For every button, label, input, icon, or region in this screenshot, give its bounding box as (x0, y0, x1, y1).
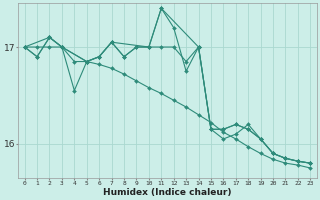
X-axis label: Humidex (Indice chaleur): Humidex (Indice chaleur) (103, 188, 232, 197)
